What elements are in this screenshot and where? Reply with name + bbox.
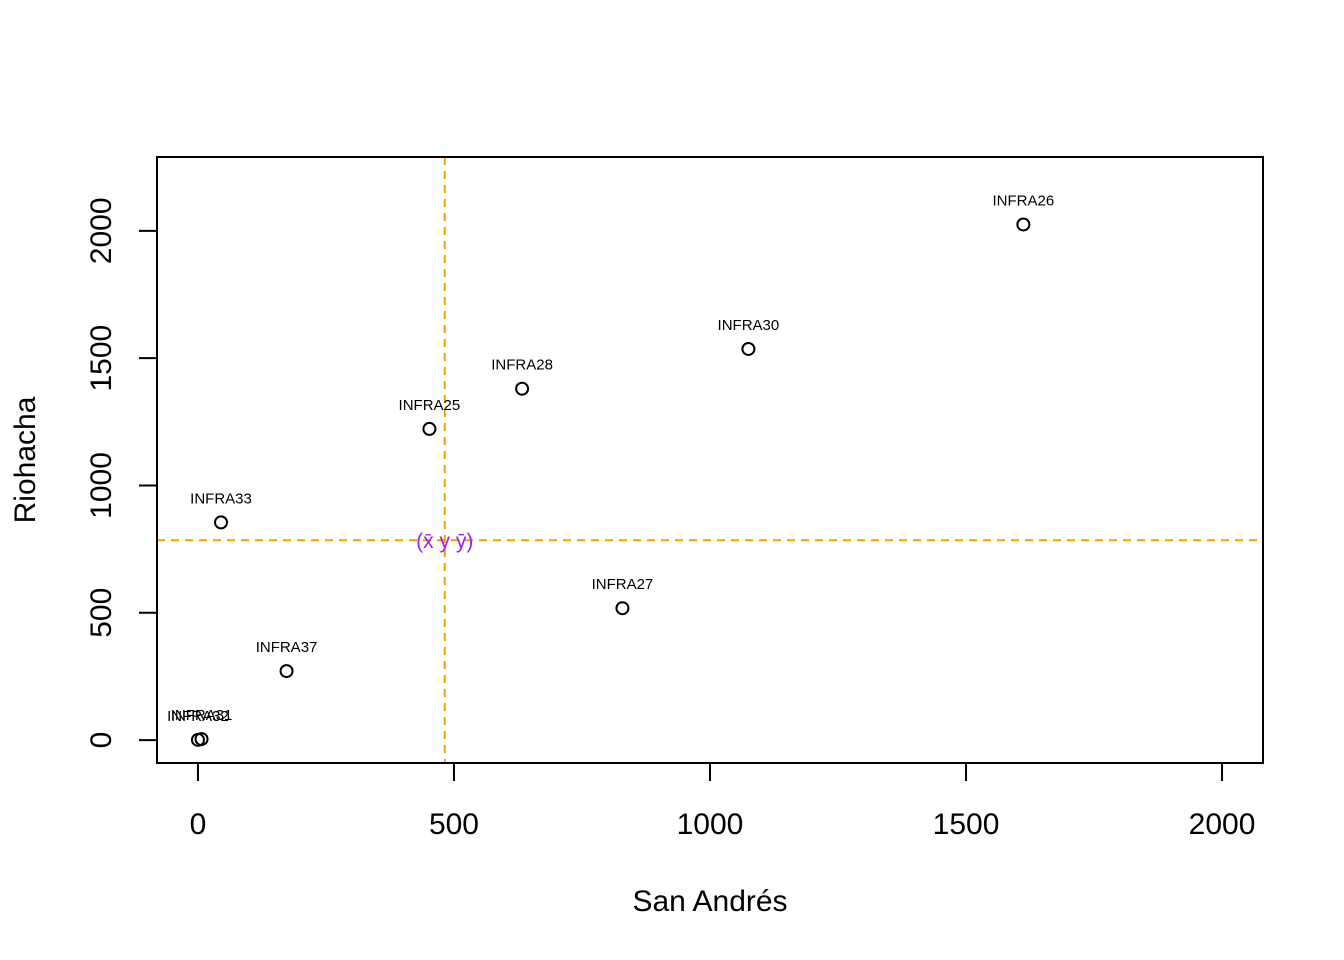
data-point — [190, 732, 205, 747]
y-axis-title: Riohacha — [9, 396, 42, 523]
x-axis-title: San Andrés — [632, 885, 787, 918]
x-tick-label: 2000 — [1189, 808, 1256, 841]
point-label: INFRA27 — [592, 576, 654, 593]
x-axis: 0 500 1000 1500 2000 — [190, 762, 1256, 841]
point-label: INFRA37 — [256, 639, 318, 656]
data-point — [279, 664, 294, 679]
data-point — [422, 421, 437, 436]
y-tick-label: 500 — [85, 588, 118, 638]
mean-label: (x̄ y ȳ) — [416, 530, 473, 553]
data-point — [741, 341, 756, 356]
mean-lines — [157, 157, 1263, 763]
data-point — [615, 601, 630, 616]
point-label: INFRA26 — [993, 192, 1055, 209]
data-points — [190, 217, 1031, 747]
point-label: INFRA31 — [171, 707, 233, 724]
point-label: INFRA32 — [167, 708, 229, 725]
x-tick-label: 0 — [190, 808, 207, 841]
data-point — [1016, 217, 1031, 232]
data-point — [515, 381, 530, 396]
point-labels: INFRA26 INFRA30 INFRA28 INFRA25 INFRA33 INFRA… — [167, 192, 1054, 724]
x-tick-label: 500 — [429, 808, 479, 841]
point-label: INFRA25 — [399, 397, 461, 414]
y-tick-label: 0 — [85, 732, 118, 749]
x-tick-label: 1500 — [933, 808, 1000, 841]
y-axis: 0 500 1000 1500 2000 — [85, 197, 158, 749]
y-tick-label: 1500 — [85, 325, 118, 392]
x-tick-label: 1000 — [677, 808, 744, 841]
point-label: INFRA33 — [190, 490, 252, 507]
y-tick-label: 1000 — [85, 452, 118, 519]
data-point — [214, 515, 229, 530]
point-label: INFRA30 — [718, 317, 780, 334]
y-tick-label: 2000 — [85, 197, 118, 264]
point-label: INFRA28 — [491, 357, 553, 374]
